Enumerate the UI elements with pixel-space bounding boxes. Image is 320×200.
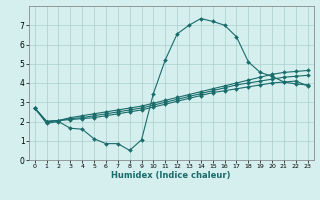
X-axis label: Humidex (Indice chaleur): Humidex (Indice chaleur) <box>111 171 231 180</box>
